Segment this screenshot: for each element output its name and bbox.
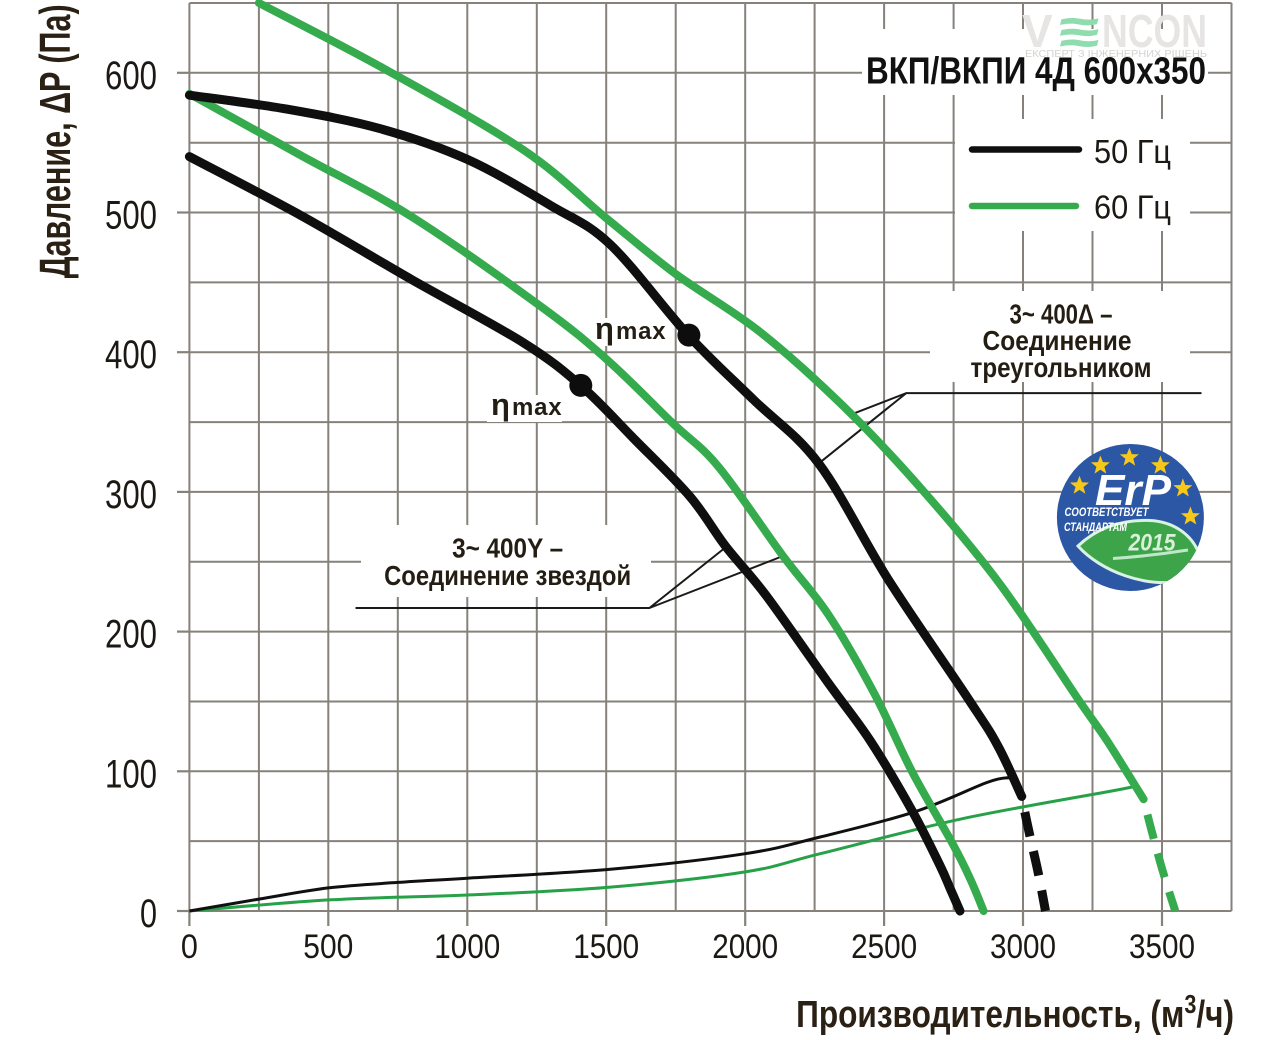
svg-text:50 Гц: 50 Гц: [1094, 133, 1171, 170]
svg-text:100: 100: [105, 752, 157, 796]
svg-text:треугольником: треугольником: [971, 352, 1152, 383]
svg-text:400: 400: [105, 333, 157, 377]
svg-text:60 Гц: 60 Гц: [1094, 189, 1171, 226]
svg-text:2015: 2015: [1128, 530, 1176, 557]
svg-text:1000: 1000: [434, 928, 500, 966]
svg-text:1500: 1500: [573, 928, 639, 966]
svg-text:0: 0: [140, 892, 157, 936]
svg-text:2000: 2000: [712, 928, 778, 966]
svg-text:Давление, ΔP (Па): Давление, ΔP (Па): [31, 4, 80, 278]
svg-text:2500: 2500: [851, 928, 917, 966]
svg-text:3000: 3000: [990, 928, 1056, 966]
svg-text:NCON: NCON: [1102, 5, 1207, 57]
svg-text:600: 600: [105, 54, 157, 98]
svg-text:ErP: ErP: [1095, 466, 1172, 515]
svg-text:Производительность, (м3/ч): Производительность, (м3/ч): [796, 990, 1234, 1035]
svg-text:3500: 3500: [1129, 928, 1195, 966]
svg-text:Соединение: Соединение: [983, 325, 1132, 356]
svg-text:3~ 400Y –: 3~ 400Y –: [452, 533, 563, 564]
svg-text:ВКП/ВКПИ 4Д 600х350: ВКП/ВКПИ 4Д 600х350: [866, 51, 1206, 93]
svg-text:200: 200: [105, 613, 157, 657]
svg-text:300: 300: [105, 473, 157, 517]
svg-text:3~ 400Δ –: 3~ 400Δ –: [1010, 299, 1113, 330]
svg-text:СООТВЕТСТВУЕТ: СООТВЕТСТВУЕТ: [1065, 505, 1150, 519]
svg-text:0: 0: [181, 928, 198, 966]
svg-text:ηmax: ηmax: [595, 311, 666, 346]
svg-text:V: V: [1022, 5, 1053, 57]
svg-text:500: 500: [303, 928, 353, 966]
svg-text:ηmax: ηmax: [491, 387, 562, 422]
svg-text:500: 500: [105, 194, 157, 238]
svg-text:СТАНДАРТАМ: СТАНДАРТАМ: [1064, 520, 1128, 534]
svg-text:Соединение звездой: Соединение звездой: [384, 560, 631, 591]
svg-text:ЕКСПЕРТ З ІНЖЕНЕРНИХ РІШЕНЬ: ЕКСПЕРТ З ІНЖЕНЕРНИХ РІШЕНЬ: [1025, 48, 1207, 60]
